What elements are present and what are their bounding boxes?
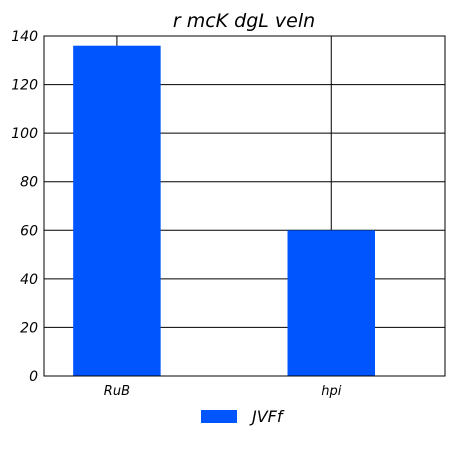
y-tick-label: 100 xyxy=(11,126,38,142)
y-tick-label: 20 xyxy=(20,320,38,336)
y-tick-label: 0 xyxy=(29,369,38,385)
x-tick-label: hpi xyxy=(321,384,341,399)
legend-swatch-jvff xyxy=(201,410,237,423)
x-tick-label: RuB xyxy=(104,384,130,399)
legend: JVFf xyxy=(201,407,285,426)
plot-frame xyxy=(43,35,446,377)
x-axis-labels: RuB hpi xyxy=(104,384,342,399)
y-tick-label: 40 xyxy=(20,272,38,288)
bar-RuB xyxy=(73,45,161,376)
y-tick-label: 80 xyxy=(20,175,38,191)
bar-hpi xyxy=(287,230,376,376)
legend-label-jvff: JVFf xyxy=(249,407,285,426)
y-tick-label: 60 xyxy=(20,223,38,239)
bars xyxy=(73,45,376,376)
y-tick-label: 120 xyxy=(11,78,38,94)
y-tick-label: 140 xyxy=(11,29,38,45)
chart-title: r mcK dgL veln xyxy=(173,10,315,32)
y-axis-ticks: 0 20 40 60 80 100 120 140 xyxy=(11,29,38,385)
